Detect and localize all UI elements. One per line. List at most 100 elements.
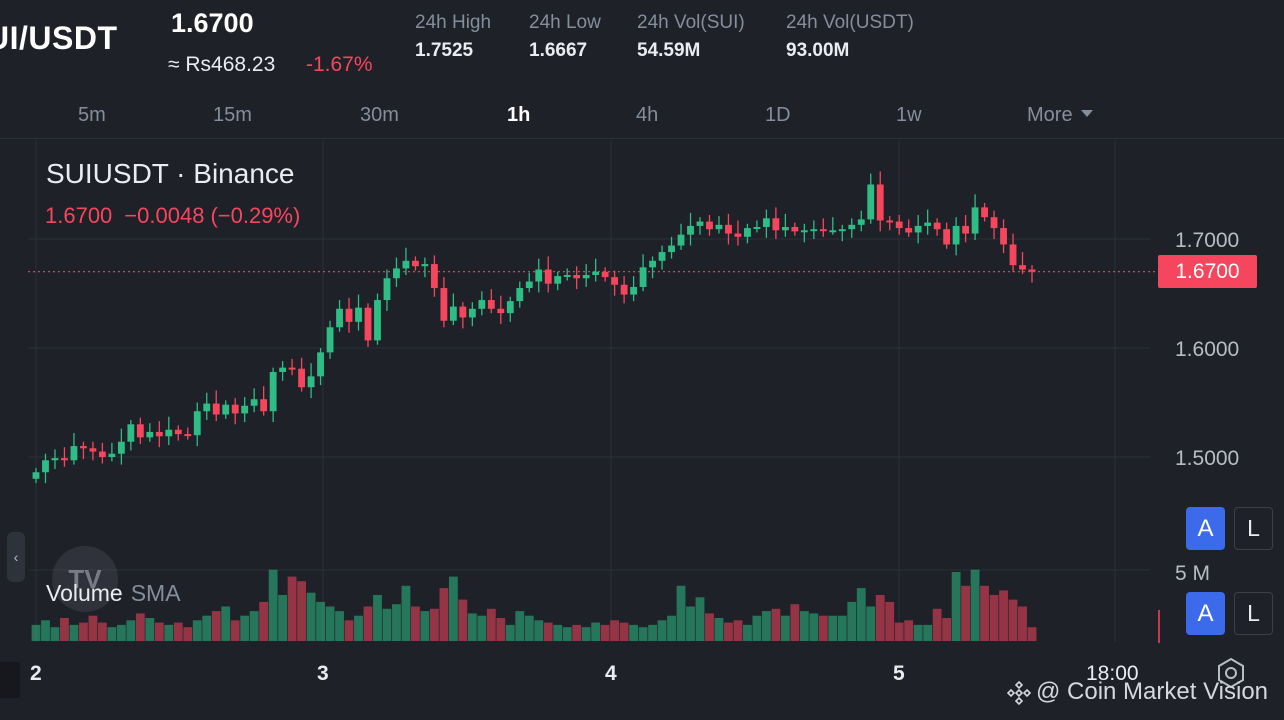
- volume-bar: [486, 608, 496, 641]
- candle-body: [706, 221, 713, 230]
- candle-body: [535, 269, 543, 282]
- candle-body: [838, 229, 846, 232]
- candle-body: [544, 269, 552, 284]
- stat-24h-low: 24h Low 1.6667: [529, 12, 601, 62]
- candle-body: [307, 376, 315, 388]
- tab-5m[interactable]: 5m: [78, 104, 106, 126]
- volume-bar: [335, 611, 344, 641]
- volume-bar: [894, 622, 904, 641]
- volume-bar: [60, 618, 69, 641]
- candle-body: [174, 429, 182, 435]
- candle-body: [421, 264, 429, 267]
- candle-body: [260, 399, 268, 412]
- chart-symbol-title: SUIUSDT · Binance: [46, 158, 295, 189]
- volume-bar: [392, 604, 401, 641]
- volume-bar: [401, 585, 411, 641]
- volume-bar: [240, 615, 250, 641]
- tab-15m[interactable]: 15m: [213, 104, 252, 126]
- volume-bar: [429, 608, 439, 641]
- more-intervals-button[interactable]: More: [1027, 104, 1093, 127]
- candle-body: [279, 367, 287, 372]
- candle-body: [231, 404, 239, 414]
- candle-body: [639, 267, 647, 287]
- volume-bar: [581, 627, 591, 641]
- candle-body: [791, 227, 799, 232]
- candle-body: [364, 307, 372, 341]
- candle-body: [412, 260, 419, 267]
- candle-body: [1000, 228, 1007, 245]
- candle-body: [933, 222, 941, 230]
- volume-bar: [477, 615, 487, 641]
- tab-4h[interactable]: 4h: [636, 104, 659, 126]
- volume-bar: [534, 620, 544, 641]
- tab-30m[interactable]: 30m: [360, 104, 399, 126]
- candle-body: [459, 306, 467, 318]
- candle-body: [886, 220, 894, 223]
- stat-value: 1.6667: [529, 40, 588, 61]
- fiat-price: ≈ Rs468.23: [168, 53, 276, 76]
- volume-bar: [714, 618, 724, 641]
- volume-bar: [610, 620, 620, 641]
- settings-hexagon-icon[interactable]: [1214, 656, 1248, 690]
- caret-down-icon: [1080, 110, 1093, 118]
- volume-auto-scale-button[interactable]: A: [1186, 592, 1225, 635]
- candle-body: [222, 404, 230, 415]
- volume-bar: [448, 576, 458, 641]
- candle-body: [990, 217, 998, 229]
- candle-body: [762, 218, 770, 228]
- candle-body: [506, 301, 514, 314]
- volume-bar: [951, 572, 961, 641]
- volume-bar: [420, 611, 430, 641]
- candle-body: [952, 225, 960, 245]
- trading-pair[interactable]: UI/USDT: [0, 20, 118, 56]
- volume-bar: [116, 624, 126, 641]
- volume-bar: [306, 592, 316, 641]
- chevron-left-icon[interactable]: ‹: [7, 532, 25, 582]
- volume-bar: [780, 615, 790, 641]
- volume-bar: [221, 606, 231, 641]
- candle-body: [734, 233, 742, 237]
- candle-body: [298, 368, 306, 388]
- volume-indicator-label[interactable]: Volume SMA: [46, 580, 181, 607]
- candle-body: [288, 367, 296, 370]
- candle-body: [32, 472, 40, 479]
- volume-bar: [69, 624, 79, 641]
- candle-body: [374, 300, 381, 341]
- volume-bar: [923, 624, 933, 641]
- candle-body: [203, 403, 211, 412]
- volume-log-scale-button[interactable]: L: [1234, 592, 1273, 635]
- candle-body: [487, 300, 495, 309]
- log-scale-button[interactable]: L: [1234, 507, 1273, 550]
- candle-body: [1009, 244, 1017, 266]
- volume-bar: [904, 620, 914, 641]
- volume-bar: [31, 624, 41, 641]
- price-chart[interactable]: 1.7000 1.6000 1.5000 5 M 2 3 4 5 18:00: [0, 140, 1284, 720]
- volume-bar: [505, 624, 515, 641]
- auto-scale-button[interactable]: A: [1186, 507, 1225, 550]
- volume-bar: [657, 620, 667, 641]
- candle-body: [98, 451, 106, 457]
- candle-body: [212, 403, 220, 415]
- candle-body: [402, 260, 410, 269]
- ticker-header: UI/USDT 1.6700 ≈ Rs468.23 -1.67% 24h Hig…: [0, 0, 1284, 90]
- volume-bar: [524, 615, 534, 641]
- tab-1h[interactable]: 1h: [507, 104, 531, 126]
- candle-body: [89, 448, 97, 452]
- volume-bar: [572, 624, 582, 641]
- tab-1w[interactable]: 1w: [896, 104, 922, 126]
- candle-body: [658, 252, 666, 261]
- candle-body: [326, 327, 334, 353]
- volume-bar: [790, 604, 800, 641]
- volume-bar: [467, 613, 477, 641]
- watermark: @ Coin Market Vision: [1006, 678, 1268, 706]
- candle-body: [668, 245, 675, 253]
- volume-bar: [259, 601, 269, 641]
- candle-body: [649, 260, 656, 268]
- candle-body: [146, 431, 154, 438]
- last-price: 1.6700: [171, 8, 254, 38]
- candle-body: [971, 207, 979, 234]
- tab-1d[interactable]: 1D: [765, 104, 791, 126]
- volume-bar: [828, 615, 838, 641]
- price-change-pct: -1.67%: [306, 53, 373, 76]
- stat-label: 24h Low: [529, 12, 601, 33]
